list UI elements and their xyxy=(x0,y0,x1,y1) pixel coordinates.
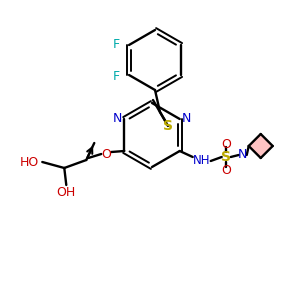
Text: O: O xyxy=(221,164,231,176)
Text: F: F xyxy=(112,70,120,83)
Text: N: N xyxy=(182,112,191,125)
Text: N: N xyxy=(238,148,247,161)
Polygon shape xyxy=(249,134,273,158)
Text: F: F xyxy=(112,38,120,50)
Text: N: N xyxy=(112,112,122,125)
Text: NH: NH xyxy=(193,154,211,167)
Text: O: O xyxy=(101,148,111,160)
Text: S: S xyxy=(163,119,173,133)
Text: O: O xyxy=(221,137,231,151)
Text: HO: HO xyxy=(20,155,39,169)
Text: S: S xyxy=(221,150,231,164)
Text: OH: OH xyxy=(57,185,76,199)
